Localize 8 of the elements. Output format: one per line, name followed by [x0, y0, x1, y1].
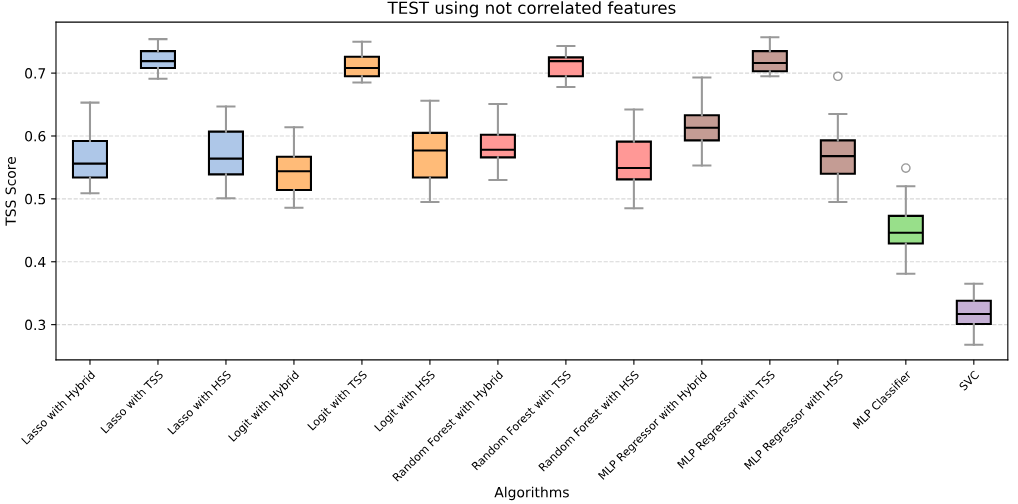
- y-tick-label: 0.4: [25, 256, 46, 268]
- y-tick-label: 0.6: [25, 130, 46, 142]
- y-tick-label: 0.7: [25, 68, 46, 79]
- y-tick-label: 0.3: [25, 319, 46, 331]
- chart-title: TEST using not correlated features: [387, 1, 676, 18]
- y-axis-title: TSS Score: [5, 157, 16, 226]
- y-tick-label: 0.5: [25, 193, 46, 205]
- x-axis-title: Algorithms: [494, 486, 569, 501]
